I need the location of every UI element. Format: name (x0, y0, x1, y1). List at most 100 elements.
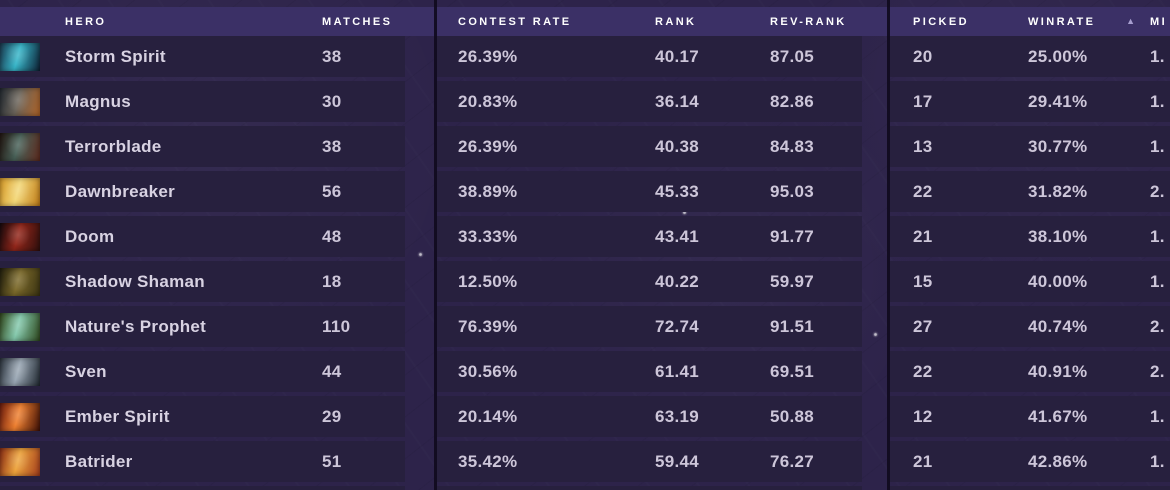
table-header-row: HERO MATCHES CONTEST RATE RANK REV-RANK … (0, 7, 1170, 36)
clipped-value: 1. (1150, 451, 1165, 471)
hero-name: Ember Spirit (65, 406, 170, 426)
storm-spirit-icon (0, 42, 40, 71)
table-row[interactable]: Ember Spirit 29 20.14% 63.19 50.88 12 41… (0, 396, 1170, 437)
column-header-clipped[interactable]: MI (1150, 15, 1168, 28)
hero-name: Dawnbreaker (65, 181, 176, 201)
terrorblade-icon (0, 132, 40, 161)
column-header-picked[interactable]: PICKED (913, 15, 969, 28)
picked-value: 12 (913, 406, 933, 426)
winrate-value: 40.00% (1028, 271, 1088, 291)
contest-rate-value: 26.39% (458, 46, 518, 66)
column-header-matches[interactable]: MATCHES (322, 15, 393, 28)
rev-rank-value: 69.51 (770, 361, 815, 381)
matches-value: 56 (322, 181, 342, 201)
contest-rate-value: 38.89% (458, 181, 518, 201)
table-body: Storm Spirit 38 26.39% 40.17 87.05 20 25… (0, 36, 1170, 482)
rank-value: 61.41 (655, 361, 700, 381)
column-header-hero[interactable]: HERO (65, 15, 107, 28)
column-header-rank[interactable]: RANK (655, 15, 697, 28)
hero-name: Nature's Prophet (65, 316, 207, 336)
sven-icon (0, 357, 40, 386)
table-row[interactable]: Terrorblade 38 26.39% 40.38 84.83 13 30.… (0, 126, 1170, 167)
picked-value: 15 (913, 271, 933, 291)
ember-spirit-icon (0, 402, 40, 431)
dawnbreaker-icon (0, 177, 40, 206)
picked-value: 17 (913, 91, 933, 111)
natures-prophet-icon (0, 312, 40, 341)
hero-name: Shadow Shaman (65, 271, 205, 291)
table-row[interactable]: Batrider 51 35.42% 59.44 76.27 21 42.86%… (0, 441, 1170, 482)
rank-value: 40.22 (655, 271, 700, 291)
rev-rank-value: 95.03 (770, 181, 815, 201)
winrate-value: 31.82% (1028, 181, 1088, 201)
picked-value: 21 (913, 226, 933, 246)
winrate-value: 42.86% (1028, 451, 1088, 471)
rev-rank-value: 91.77 (770, 226, 815, 246)
header-group-gap (405, 7, 437, 36)
winrate-value: 29.41% (1028, 91, 1088, 111)
contest-rate-value: 76.39% (458, 316, 518, 336)
group-divider-line (887, 0, 890, 490)
matches-value: 44 (322, 361, 342, 381)
picked-value: 22 (913, 181, 933, 201)
clipped-value: 1. (1150, 91, 1165, 111)
doom-icon (0, 222, 40, 251)
rank-value: 59.44 (655, 451, 700, 471)
contest-rate-value: 12.50% (458, 271, 518, 291)
clipped-value: 2. (1150, 181, 1165, 201)
rank-value: 40.17 (655, 46, 700, 66)
clipped-value: 1. (1150, 46, 1165, 66)
rank-value: 43.41 (655, 226, 700, 246)
table-row[interactable]: Dawnbreaker 56 38.89% 45.33 95.03 22 31.… (0, 171, 1170, 212)
hero-stats-table: HERO MATCHES CONTEST RATE RANK REV-RANK … (0, 7, 1170, 490)
hero-name: Sven (65, 361, 107, 381)
table-row[interactable]: Nature's Prophet 110 76.39% 72.74 91.51 … (0, 306, 1170, 347)
clipped-value: 1. (1150, 226, 1165, 246)
rank-value: 36.14 (655, 91, 700, 111)
winrate-value: 40.91% (1028, 361, 1088, 381)
column-header-contest-rate[interactable]: CONTEST RATE (458, 15, 572, 28)
matches-value: 110 (322, 316, 351, 336)
matches-value: 29 (322, 406, 342, 426)
column-header-rev-rank[interactable]: REV-RANK (770, 15, 847, 28)
rank-value: 72.74 (655, 316, 700, 336)
group-divider-line (434, 0, 437, 490)
picked-value: 27 (913, 316, 933, 336)
rev-rank-value: 82.86 (770, 91, 815, 111)
clipped-value: 2. (1150, 316, 1165, 336)
matches-value: 18 (322, 271, 342, 291)
sparkle-decoration (872, 331, 879, 338)
matches-value: 48 (322, 226, 342, 246)
rev-rank-value: 84.83 (770, 136, 815, 156)
picked-value: 21 (913, 451, 933, 471)
rev-rank-value: 50.88 (770, 406, 815, 426)
matches-value: 38 (322, 136, 342, 156)
rev-rank-value: 87.05 (770, 46, 815, 66)
table-row[interactable]: Magnus 30 20.83% 36.14 82.86 17 29.41% 1… (0, 81, 1170, 122)
rank-value: 40.38 (655, 136, 700, 156)
contest-rate-value: 26.39% (458, 136, 518, 156)
table-row[interactable]: Sven 44 30.56% 61.41 69.51 22 40.91% 2. (0, 351, 1170, 392)
hero-name: Doom (65, 226, 115, 246)
magnus-icon (0, 87, 40, 116)
picked-value: 22 (913, 361, 933, 381)
shadow-shaman-icon (0, 267, 40, 296)
rev-rank-value: 59.97 (770, 271, 815, 291)
column-header-winrate[interactable]: WINRATE ▲ (1028, 15, 1135, 28)
clipped-value: 1. (1150, 271, 1165, 291)
winrate-value: 41.67% (1028, 406, 1088, 426)
hero-name: Terrorblade (65, 136, 162, 156)
batrider-icon (0, 447, 40, 476)
sparkle-decoration (681, 209, 688, 216)
table-row[interactable]: Doom 48 33.33% 43.41 91.77 21 38.10% 1. (0, 216, 1170, 257)
contest-rate-value: 33.33% (458, 226, 518, 246)
sort-ascending-icon: ▲ (1126, 15, 1135, 26)
next-row-partial (0, 486, 1170, 490)
table-row[interactable]: Shadow Shaman 18 12.50% 40.22 59.97 15 4… (0, 261, 1170, 302)
rank-value: 45.33 (655, 181, 700, 201)
table-row[interactable]: Storm Spirit 38 26.39% 40.17 87.05 20 25… (0, 36, 1170, 77)
contest-rate-value: 20.14% (458, 406, 518, 426)
header-icon-spacer (0, 7, 40, 36)
winrate-value: 25.00% (1028, 46, 1088, 66)
